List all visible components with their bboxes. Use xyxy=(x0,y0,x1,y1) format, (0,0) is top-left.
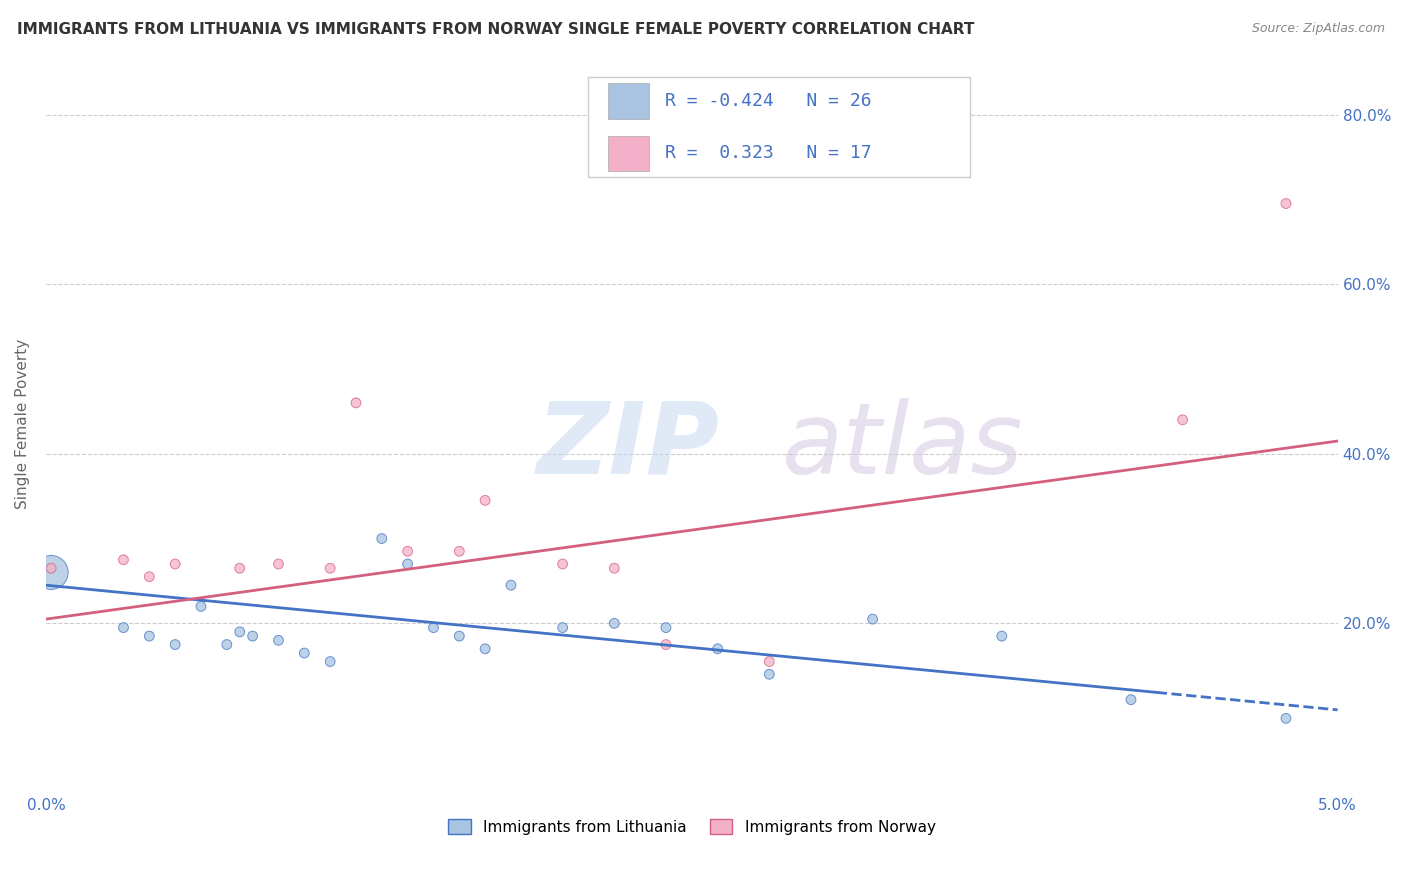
Point xyxy=(706,641,728,656)
Text: IMMIGRANTS FROM LITHUANIA VS IMMIGRANTS FROM NORWAY SINGLE FEMALE POVERTY CORREL: IMMIGRANTS FROM LITHUANIA VS IMMIGRANTS … xyxy=(17,22,974,37)
Text: R =  0.323   N = 17: R = 0.323 N = 17 xyxy=(665,145,872,162)
Point xyxy=(758,655,780,669)
Bar xyxy=(607,136,650,171)
Point xyxy=(422,621,444,635)
Point xyxy=(228,561,250,575)
Point xyxy=(449,629,471,643)
Point xyxy=(39,561,62,575)
Point xyxy=(371,532,394,546)
Bar xyxy=(607,83,650,119)
Point xyxy=(344,396,367,410)
FancyBboxPatch shape xyxy=(589,78,970,177)
Text: R = -0.424   N = 26: R = -0.424 N = 26 xyxy=(665,92,872,110)
Point xyxy=(165,638,187,652)
Point xyxy=(474,641,496,656)
Legend: Immigrants from Lithuania, Immigrants from Norway: Immigrants from Lithuania, Immigrants fr… xyxy=(441,813,942,840)
Point xyxy=(292,646,315,660)
Point xyxy=(603,616,626,631)
Point xyxy=(228,624,250,639)
Text: Source: ZipAtlas.com: Source: ZipAtlas.com xyxy=(1251,22,1385,36)
Point xyxy=(138,570,160,584)
Point xyxy=(112,553,135,567)
Point xyxy=(1275,196,1298,211)
Text: ZIP: ZIP xyxy=(537,398,720,495)
Point xyxy=(449,544,471,558)
Point xyxy=(655,638,678,652)
Point xyxy=(319,655,342,669)
Point xyxy=(242,629,264,643)
Point xyxy=(215,638,238,652)
Point xyxy=(551,557,574,571)
Point xyxy=(551,621,574,635)
Y-axis label: Single Female Poverty: Single Female Poverty xyxy=(15,339,30,509)
Point xyxy=(1119,692,1142,706)
Point xyxy=(267,633,290,648)
Point xyxy=(396,544,419,558)
Point xyxy=(1171,413,1194,427)
Point xyxy=(190,599,212,614)
Point xyxy=(499,578,522,592)
Text: atlas: atlas xyxy=(782,398,1024,495)
Point xyxy=(991,629,1014,643)
Point xyxy=(39,566,62,580)
Point xyxy=(138,629,160,643)
Point xyxy=(655,621,678,635)
Point xyxy=(267,557,290,571)
Point xyxy=(112,621,135,635)
Point xyxy=(603,561,626,575)
Point xyxy=(319,561,342,575)
Point xyxy=(758,667,780,681)
Point xyxy=(474,493,496,508)
Point xyxy=(396,557,419,571)
Point xyxy=(1275,711,1298,725)
Point xyxy=(165,557,187,571)
Point xyxy=(862,612,884,626)
